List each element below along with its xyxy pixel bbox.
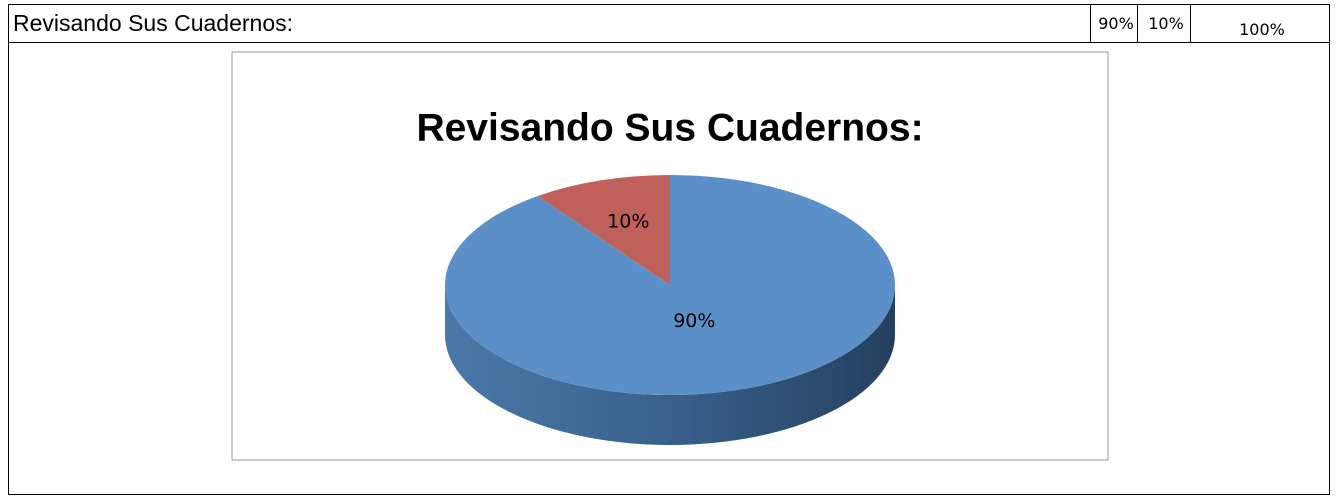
chart-title: Revisando Sus Cuadernos: xyxy=(416,106,923,149)
data-label: 90% xyxy=(673,310,715,332)
table-cell xyxy=(8,42,1330,495)
pie-slice-side xyxy=(445,285,895,445)
data-label: 10% xyxy=(607,211,649,233)
pie-slice xyxy=(537,175,670,285)
